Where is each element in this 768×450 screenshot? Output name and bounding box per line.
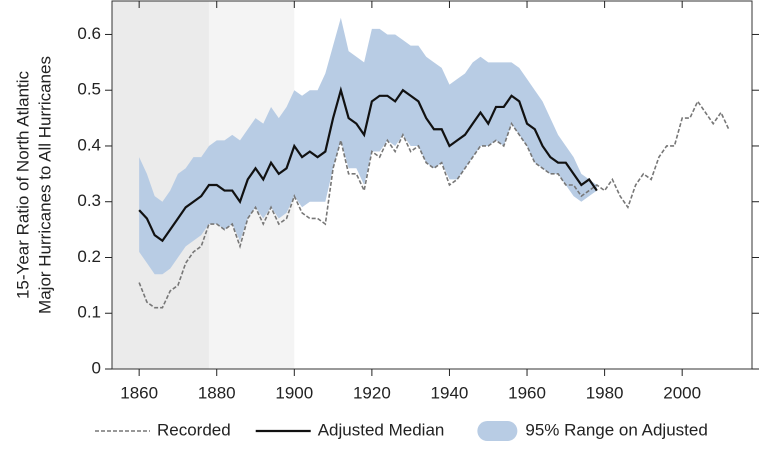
x-tick-label: 1960 [508, 383, 546, 402]
y-axis-label: 15-Year Ratio of North Atlantic [13, 70, 32, 299]
x-tick-label: 1940 [431, 383, 469, 402]
y-tick-label: 0.1 [77, 303, 101, 322]
x-tick-label: 1900 [275, 383, 313, 402]
x-tick-label: 1880 [198, 383, 236, 402]
x-tick-label: 2000 [663, 383, 701, 402]
x-tick-label: 1860 [120, 383, 158, 402]
y-tick-label: 0.4 [77, 135, 101, 154]
legend-swatch [477, 421, 518, 441]
y-tick-label: 0 [92, 358, 101, 377]
x-tick-label: 1920 [353, 383, 391, 402]
range-band [139, 17, 597, 275]
y-tick-label: 0.3 [77, 191, 101, 210]
y-tick-label: 0.2 [77, 247, 101, 266]
x-tick-label: 1980 [586, 383, 624, 402]
y-axis-label: Major Hurricanes to All Hurricanes [35, 56, 54, 314]
series-line [138, 86, 598, 243]
y-tick-label: 0.6 [77, 24, 101, 43]
legend-label: Adjusted Median [318, 420, 445, 439]
legend-label: Recorded [157, 420, 231, 439]
legend-label: 95% Range on Adjusted [525, 420, 707, 439]
y-tick-label: 0.5 [77, 80, 101, 99]
plot-frame [111, 0, 753, 370]
